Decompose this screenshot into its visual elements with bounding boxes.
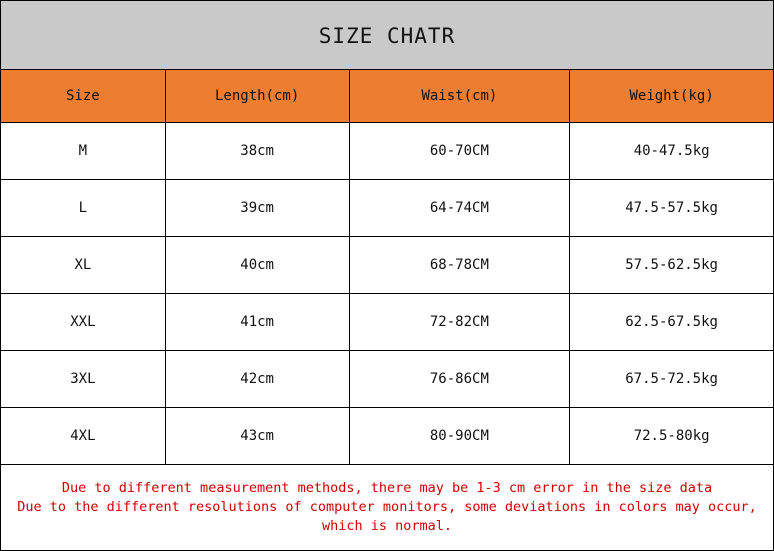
cell-waist: 76-86CM — [348, 350, 571, 408]
table-row: 3XL 42cm 76-86CM 67.5-72.5kg — [0, 350, 774, 408]
cell-weight: 47.5-57.5kg — [569, 179, 774, 237]
cell-weight: 40-47.5kg — [569, 122, 774, 180]
disclaimer-line: Due to the different resolutions of comp… — [17, 498, 757, 515]
cell-size: M — [0, 122, 166, 180]
cell-length: 40cm — [164, 236, 350, 294]
cell-length: 41cm — [164, 293, 350, 351]
header-row: Size Length(cm) Waist(cm) Weight(kg) — [0, 69, 774, 123]
disclaimer: Due to different measurement methods, th… — [0, 464, 774, 551]
cell-weight: 57.5-62.5kg — [569, 236, 774, 294]
cell-size: XL — [0, 236, 166, 294]
table-row: M 38cm 60-70CM 40-47.5kg — [0, 122, 774, 180]
cell-weight: 62.5-67.5kg — [569, 293, 774, 351]
cell-size: 4XL — [0, 407, 166, 465]
header-size: Size — [0, 69, 166, 123]
cell-length: 39cm — [164, 179, 350, 237]
cell-weight: 67.5-72.5kg — [569, 350, 774, 408]
cell-waist: 72-82CM — [348, 293, 571, 351]
disclaimer-line: Due to different measurement methods, th… — [61, 479, 713, 496]
cell-waist: 64-74CM — [348, 179, 571, 237]
cell-waist: 60-70CM — [348, 122, 571, 180]
chart-title: SIZE CHATR — [0, 0, 774, 70]
disclaimer-line: which is normal. — [321, 517, 453, 534]
cell-size: 3XL — [0, 350, 166, 408]
cell-length: 42cm — [164, 350, 350, 408]
header-waist: Waist(cm) — [348, 69, 571, 123]
header-length: Length(cm) — [164, 69, 350, 123]
size-table: Size Length(cm) Waist(cm) Weight(kg) M 38… — [0, 69, 774, 465]
cell-size: L — [0, 179, 166, 237]
cell-waist: 68-78CM — [348, 236, 571, 294]
table-row: XL 40cm 68-78CM 57.5-62.5kg — [0, 236, 774, 294]
table-row: L 39cm 64-74CM 47.5-57.5kg — [0, 179, 774, 237]
table-row: 4XL 43cm 80-90CM 72.5-80kg — [0, 407, 774, 465]
cell-length: 43cm — [164, 407, 350, 465]
cell-weight: 72.5-80kg — [569, 407, 774, 465]
cell-length: 38cm — [164, 122, 350, 180]
table-row: XXL 41cm 72-82CM 62.5-67.5kg — [0, 293, 774, 351]
cell-size: XXL — [0, 293, 166, 351]
header-weight: Weight(kg) — [569, 69, 774, 123]
cell-waist: 80-90CM — [348, 407, 571, 465]
